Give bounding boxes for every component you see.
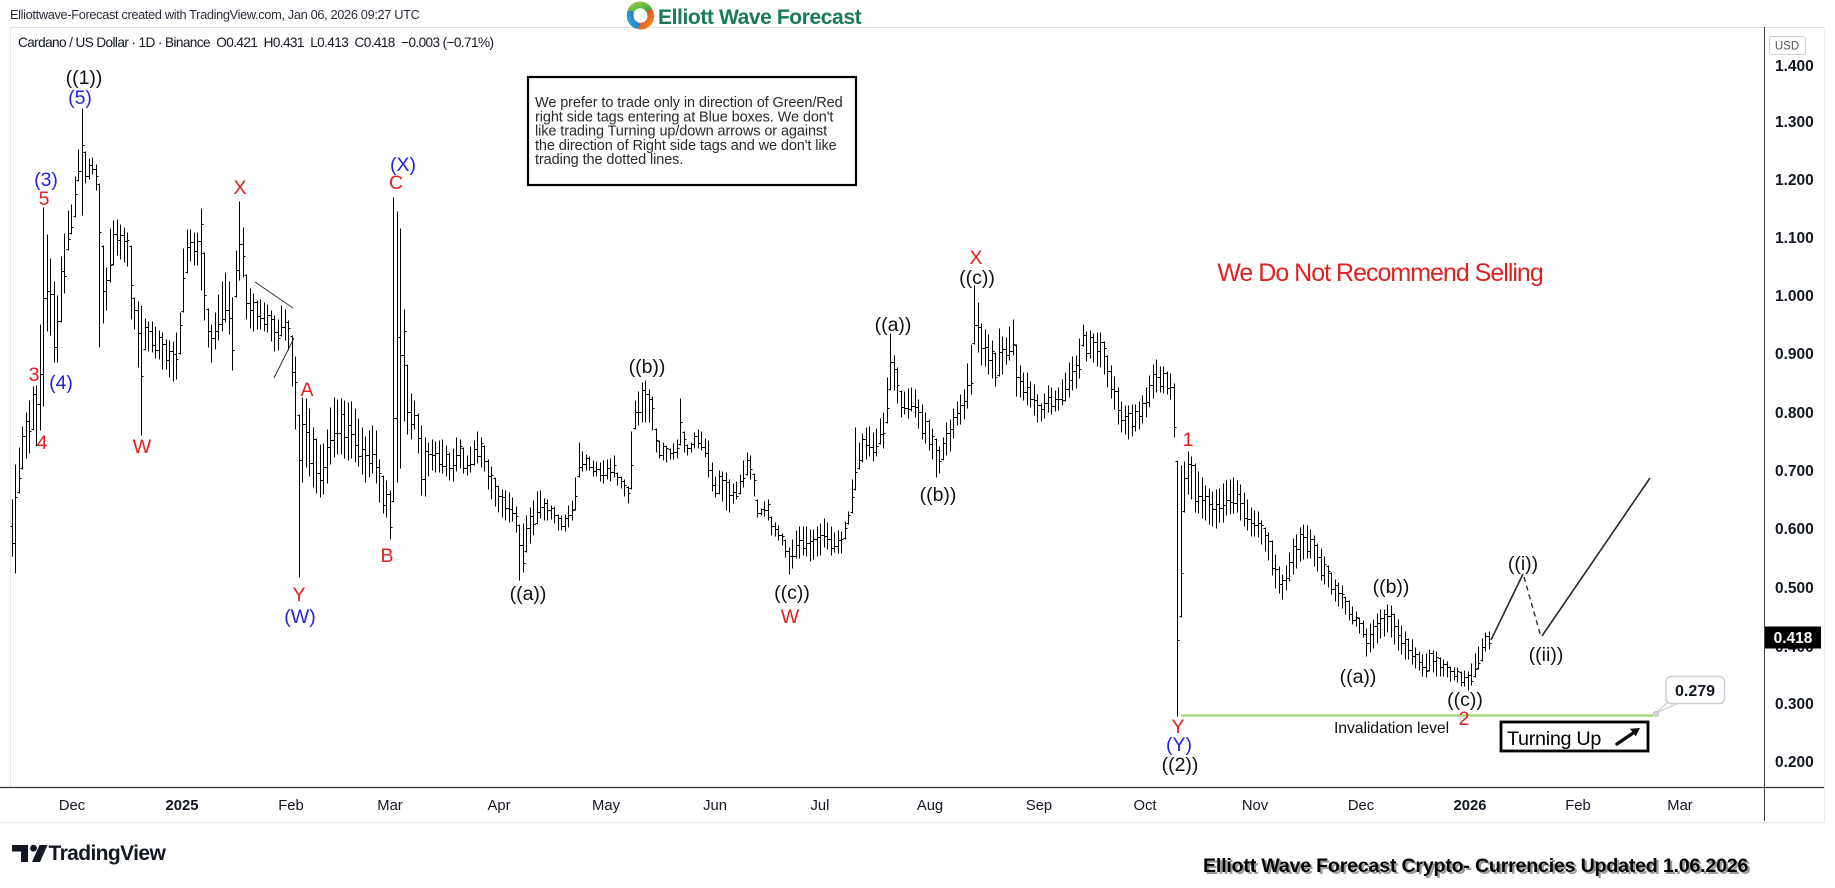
svg-text:Oct: Oct bbox=[1133, 798, 1156, 814]
svg-text:1: 1 bbox=[1183, 429, 1194, 451]
svg-text:Apr: Apr bbox=[487, 798, 510, 814]
svg-text:0.300: 0.300 bbox=[1775, 696, 1814, 713]
svg-text:Dec: Dec bbox=[1348, 798, 1375, 814]
svg-text:TradingView: TradingView bbox=[49, 842, 167, 865]
svg-text:Elliott Wave Forecast Crypto-: Elliott Wave Forecast Crypto- Currencies… bbox=[1203, 855, 1748, 877]
svg-text:1.000: 1.000 bbox=[1775, 288, 1814, 305]
svg-text:((b)): ((b)) bbox=[629, 356, 666, 378]
svg-text:((a)): ((a)) bbox=[1340, 666, 1377, 688]
svg-text:X: X bbox=[233, 177, 246, 199]
svg-text:((b)): ((b)) bbox=[920, 484, 957, 506]
svg-text:(Y): (Y) bbox=[1166, 734, 1192, 756]
svg-text:((c)): ((c)) bbox=[1447, 689, 1483, 711]
svg-text:0.700: 0.700 bbox=[1775, 463, 1814, 480]
svg-text:A: A bbox=[300, 379, 313, 401]
svg-text:Feb: Feb bbox=[1565, 798, 1591, 814]
svg-text:Jul: Jul bbox=[811, 798, 830, 814]
svg-text:Elliott Wave Forecast Crypto-: Elliott Wave Forecast Crypto- Currencies… bbox=[1205, 857, 1750, 879]
svg-text:(4): (4) bbox=[49, 372, 73, 394]
svg-text:((ii)): ((ii)) bbox=[1529, 644, 1564, 666]
svg-text:4: 4 bbox=[37, 432, 48, 454]
svg-text:2: 2 bbox=[1459, 708, 1470, 730]
svg-text:((i)): ((i)) bbox=[1508, 553, 1538, 575]
svg-text:Aug: Aug bbox=[917, 798, 943, 814]
svg-text:1.200: 1.200 bbox=[1775, 172, 1814, 189]
svg-text:Nov: Nov bbox=[1242, 798, 1269, 814]
svg-text:((c)): ((c)) bbox=[959, 267, 995, 289]
svg-text:X: X bbox=[969, 247, 982, 269]
svg-text:((c)): ((c)) bbox=[774, 582, 810, 604]
svg-text:W: W bbox=[133, 436, 152, 458]
svg-text:Y: Y bbox=[1171, 716, 1184, 738]
svg-text:Elliottwave-Forecast created w: Elliottwave-Forecast created with Tradin… bbox=[10, 7, 420, 22]
svg-text:0.600: 0.600 bbox=[1775, 521, 1814, 538]
svg-text:trading the dotted lines.: trading the dotted lines. bbox=[535, 152, 683, 168]
svg-text:0.800: 0.800 bbox=[1775, 405, 1814, 422]
svg-text:like trading Turning up/down a: like trading Turning up/down arrows or a… bbox=[535, 124, 827, 140]
svg-text:((b)): ((b)) bbox=[1373, 576, 1410, 598]
svg-text:2026: 2026 bbox=[1454, 798, 1487, 814]
svg-text:right side tags entering at Bl: right side tags entering at Blue boxes. … bbox=[535, 109, 833, 125]
svg-text:USD: USD bbox=[1775, 41, 1799, 53]
svg-text:Feb: Feb bbox=[278, 798, 304, 814]
svg-text:0.418: 0.418 bbox=[1774, 630, 1813, 647]
svg-text:Elliott Wave Forecast: Elliott Wave Forecast bbox=[658, 6, 862, 29]
svg-text:2025: 2025 bbox=[166, 798, 199, 814]
svg-text:5: 5 bbox=[39, 188, 50, 210]
svg-text:Turning Up: Turning Up bbox=[1507, 728, 1601, 750]
svg-text:Mar: Mar bbox=[377, 798, 403, 814]
svg-text:Jun: Jun bbox=[703, 798, 727, 814]
svg-text:We prefer to trade only in dir: We prefer to trade only in direction of … bbox=[535, 95, 843, 111]
svg-text:0.279: 0.279 bbox=[1675, 683, 1715, 700]
svg-text:Invalidation level: Invalidation level bbox=[1334, 720, 1449, 737]
svg-text:C: C bbox=[389, 172, 403, 194]
svg-text:0.900: 0.900 bbox=[1775, 346, 1814, 363]
svg-text:(3): (3) bbox=[34, 169, 58, 191]
svg-text:the direction of Right side ta: the direction of Right side tags and we … bbox=[535, 138, 837, 154]
svg-text:Y: Y bbox=[292, 584, 305, 606]
svg-text:((a)): ((a)) bbox=[875, 314, 912, 336]
svg-text:((2)): ((2)) bbox=[1162, 754, 1199, 776]
svg-text:((1)): ((1)) bbox=[66, 67, 103, 89]
svg-text:(X): (X) bbox=[390, 154, 416, 176]
svg-text:0.200: 0.200 bbox=[1775, 754, 1814, 771]
svg-text:We Do Not Recommend Selling: We Do Not Recommend Selling bbox=[1217, 259, 1543, 287]
svg-text:1.300: 1.300 bbox=[1775, 114, 1814, 131]
svg-text:Cardano / US Dollar · 1D · Bin: Cardano / US Dollar · 1D · Binance O0.42… bbox=[18, 35, 493, 50]
svg-text:Sep: Sep bbox=[1026, 798, 1052, 814]
svg-text:((a)): ((a)) bbox=[510, 583, 547, 605]
svg-text:Mar: Mar bbox=[1667, 798, 1693, 814]
svg-text:B: B bbox=[380, 545, 393, 567]
svg-text:0.500: 0.500 bbox=[1775, 580, 1814, 597]
svg-text:1.400: 1.400 bbox=[1775, 58, 1814, 75]
svg-text:(5): (5) bbox=[68, 87, 92, 109]
svg-text:3: 3 bbox=[29, 364, 40, 386]
svg-text:May: May bbox=[592, 798, 621, 814]
svg-text:1.100: 1.100 bbox=[1775, 230, 1814, 247]
svg-text:(W): (W) bbox=[284, 606, 315, 628]
svg-text:Dec: Dec bbox=[59, 798, 86, 814]
svg-text:W: W bbox=[781, 606, 800, 628]
